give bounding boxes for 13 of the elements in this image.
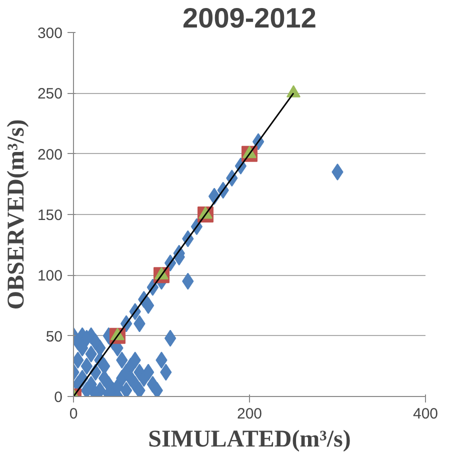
x-axis-title: SIMULATED(m³/s) xyxy=(148,426,351,452)
y-tick-label: 150 xyxy=(37,207,63,224)
chart-title: 2009-2012 xyxy=(182,2,316,34)
x-tick-label: 400 xyxy=(412,406,438,422)
y-tick-label: 0 xyxy=(54,389,62,406)
x-tick-label: 200 xyxy=(236,406,262,422)
y-axis-title: OBSERVED(m³/s) xyxy=(3,119,30,310)
x-tick-label: 0 xyxy=(69,406,78,422)
y-tick-label: 50 xyxy=(46,328,63,346)
y-tick-label: 200 xyxy=(37,146,63,164)
y-tick-label: 300 xyxy=(37,25,63,42)
y-tick-label: 100 xyxy=(37,268,63,285)
y-tick-label: 250 xyxy=(37,86,63,103)
